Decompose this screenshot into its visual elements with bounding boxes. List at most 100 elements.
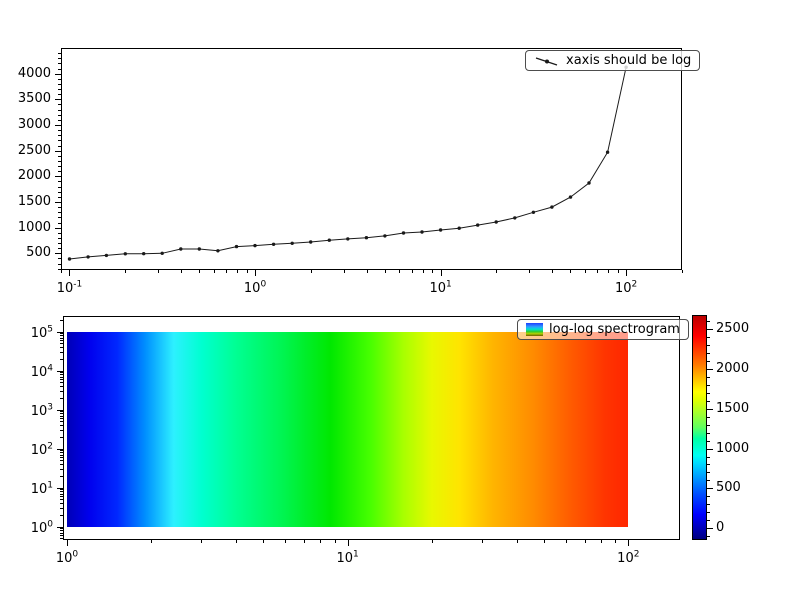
tick-mark	[585, 540, 586, 543]
tick-mark	[707, 488, 713, 489]
tick-mark	[626, 270, 627, 276]
tick-mark	[55, 176, 61, 177]
tick-mark	[67, 540, 68, 546]
tick-mark	[60, 379, 63, 380]
tick-mark	[60, 377, 63, 378]
quadmesh-icon	[526, 323, 543, 336]
tick-mark	[399, 270, 400, 273]
tick-mark	[432, 540, 433, 543]
tick-mark	[60, 413, 63, 414]
tick-mark	[58, 166, 61, 167]
tick-mark	[60, 437, 63, 438]
tick-mark	[60, 476, 63, 477]
tick-mark	[585, 270, 586, 273]
tick-mark	[58, 248, 61, 249]
top-legend-label: xaxis should be log	[566, 53, 692, 68]
tick-mark	[58, 63, 61, 64]
tick-mark	[58, 197, 61, 198]
tick-mark	[58, 130, 61, 131]
tick-mark	[214, 270, 215, 273]
tick-mark	[60, 457, 63, 458]
tick-mark	[58, 115, 61, 116]
tick-mark	[247, 270, 248, 273]
tick-mark	[58, 171, 61, 172]
tick-label: 105	[30, 324, 53, 342]
tick-mark	[707, 369, 713, 370]
tick-label: 2000	[17, 168, 51, 184]
tick-mark	[335, 540, 336, 543]
tick-mark	[60, 372, 63, 373]
tick-mark	[57, 332, 63, 333]
top-legend[interactable]: xaxis should be log	[525, 50, 701, 71]
tick-mark	[58, 110, 61, 111]
tick-mark	[58, 161, 61, 162]
tick-mark	[60, 421, 63, 422]
tick-mark	[432, 270, 433, 273]
tick-mark	[55, 253, 61, 254]
tick-mark	[60, 418, 63, 419]
tick-mark	[707, 496, 710, 497]
tick-label: 1500	[716, 400, 750, 416]
tick-mark	[707, 321, 710, 322]
bottom-legend[interactable]: log-log spectrogram	[517, 319, 689, 340]
tick-mark	[58, 140, 61, 141]
tick-label: 500	[26, 245, 51, 261]
tick-mark	[58, 269, 61, 270]
tick-label: 101	[30, 480, 53, 498]
top-axes	[61, 48, 682, 270]
tick-label: 103	[30, 402, 53, 420]
tick-mark	[60, 398, 63, 399]
tick-mark	[608, 270, 609, 273]
tick-mark	[423, 270, 424, 273]
tick-mark	[707, 409, 713, 410]
tick-mark	[58, 258, 61, 259]
tick-mark	[158, 270, 159, 273]
tick-mark	[60, 491, 63, 492]
tick-mark	[60, 391, 63, 392]
tick-mark	[707, 512, 710, 513]
tick-mark	[412, 270, 413, 273]
tick-mark	[60, 515, 63, 516]
tick-label: 2000	[716, 361, 750, 377]
tick-mark	[55, 74, 61, 75]
tick-mark	[58, 192, 61, 193]
tick-mark	[57, 371, 63, 372]
tick-mark	[60, 430, 63, 431]
tick-mark	[60, 386, 63, 387]
tick-mark	[60, 338, 63, 339]
tick-mark	[58, 69, 61, 70]
tick-mark	[707, 417, 710, 418]
tick-mark	[58, 233, 61, 234]
tick-mark	[60, 425, 63, 426]
tick-mark	[237, 270, 238, 273]
tick-mark	[60, 343, 63, 344]
tick-mark	[707, 361, 710, 362]
tick-mark	[60, 508, 63, 509]
tick-mark	[58, 181, 61, 182]
tick-mark	[58, 187, 61, 188]
tick-mark	[707, 464, 710, 465]
tick-mark	[707, 433, 710, 434]
tick-mark	[58, 238, 61, 239]
tick-mark	[60, 535, 63, 536]
tick-mark	[60, 416, 63, 417]
tick-mark	[60, 333, 63, 334]
tick-mark	[60, 455, 63, 456]
tick-label: 4000	[17, 65, 51, 81]
tick-mark	[58, 156, 61, 157]
tick-mark	[60, 489, 63, 490]
tick-mark	[707, 480, 710, 481]
tick-mark	[60, 374, 63, 375]
colorbar	[692, 315, 707, 540]
tick-mark	[441, 270, 442, 276]
tick-mark	[60, 320, 63, 321]
tick-mark	[58, 84, 61, 85]
tick-mark	[707, 536, 710, 537]
tick-mark	[60, 411, 63, 412]
tick-mark	[69, 270, 70, 276]
tick-mark	[57, 527, 63, 528]
tick-mark	[60, 528, 63, 529]
tick-mark	[58, 264, 61, 265]
tick-mark	[60, 538, 63, 539]
tick-mark	[320, 540, 321, 543]
